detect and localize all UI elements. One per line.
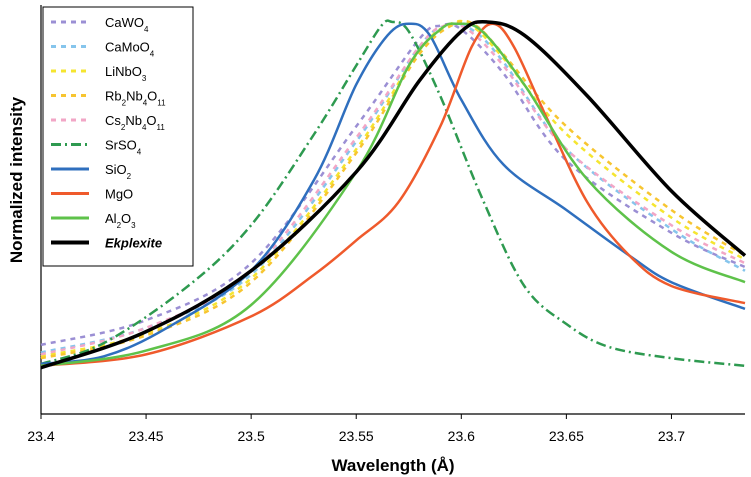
- legend-label-camoo4: CaMoO4: [105, 40, 155, 59]
- x-tick-label: 23.65: [549, 428, 584, 444]
- legend-box: [42, 6, 194, 267]
- legend-label-srso4: SrSO4: [105, 138, 142, 157]
- y-axis-title: Normalized intensity: [7, 96, 26, 263]
- series-line-al2o3: [40, 22, 746, 368]
- series-line-mgo: [40, 22, 746, 368]
- x-tick-label: 23.55: [339, 428, 374, 444]
- x-tick-label: 23.4: [27, 428, 54, 444]
- legend-label-cawo4: CaWO4: [105, 15, 149, 34]
- x-axis-title: Wavelength (Å): [331, 456, 454, 475]
- series-line-rb2nb4o11: [40, 19, 746, 360]
- x-tick-label: 23.7: [658, 428, 685, 444]
- axes: [40, 5, 745, 415]
- legend-label-mgo: MgO: [105, 187, 133, 202]
- x-tick-label: 23.6: [448, 428, 475, 444]
- legend-label-ekplexite: Ekplexite: [105, 236, 162, 251]
- x-tick-label: 23.5: [238, 428, 265, 444]
- legend-label-rb2nb4o11: Rb2Nb4O11: [105, 89, 166, 108]
- series-line-cawo4: [40, 22, 746, 347]
- legend-label-linbo3: LiNbO3: [105, 64, 147, 83]
- legend-label-sio2: SiO2: [105, 162, 132, 181]
- legend-label-al2o3: Al2O3: [105, 211, 136, 230]
- series-line-sio2: [40, 22, 746, 366]
- x-tick-label: 23.45: [129, 428, 164, 444]
- x-ticks: 23.4 23.45 23.5 23.55 23.6 23.65 23.7: [27, 414, 685, 444]
- series-line-linbo3: [40, 19, 746, 358]
- series-line-srso4: [40, 19, 746, 368]
- legend-label-cs2nb4o11: Cs2Nb4O11: [105, 113, 165, 132]
- series-line-ekplexite: [40, 19, 747, 370]
- legend: CaWO4 CaMoO4 LiNbO3 Rb2Nb4O11 Cs2Nb4O11 SrSO4…: [42, 6, 194, 267]
- plot-area: [40, 19, 747, 370]
